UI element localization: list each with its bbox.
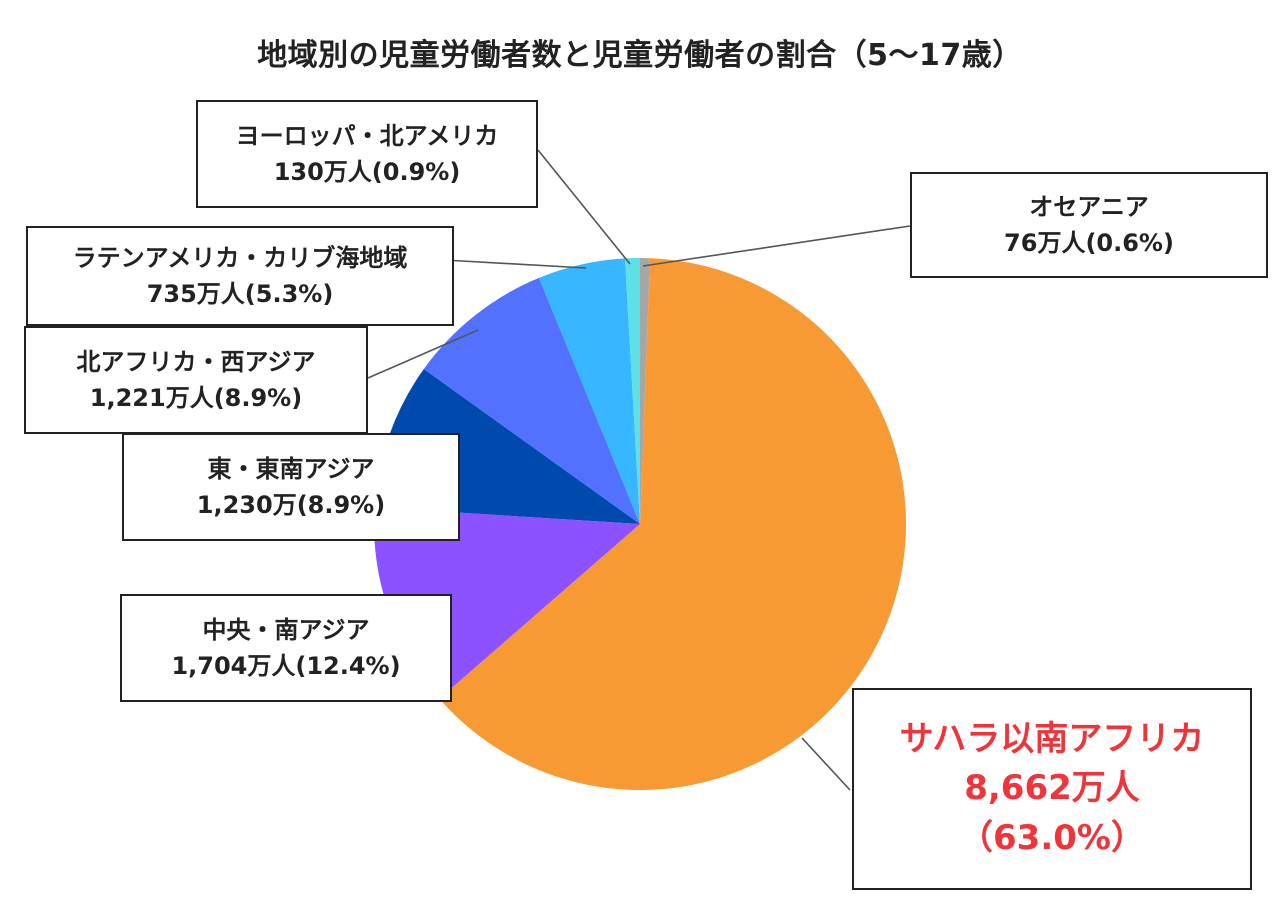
slice-label-name: オセアニア — [1029, 193, 1149, 221]
pie-slice-0 — [640, 258, 651, 524]
slice-label-value: 1,704万人(12.4%) — [171, 652, 401, 680]
slice-label-value: （63.0%） — [959, 817, 1145, 858]
slice-label-name: 北アフリカ・西アジア — [76, 348, 316, 376]
slice-label-value: 1,221万人(8.9%) — [89, 384, 303, 412]
pie-slice-4 — [423, 277, 640, 524]
slice-label-value: 76万人(0.6%) — [1004, 229, 1174, 257]
pie-slice-5 — [538, 258, 640, 524]
slice-label-5: ラテンアメリカ・カリブ海地域 735万人(5.3%) — [26, 226, 454, 326]
slice-label-4: 北アフリカ・西アジア 1,221万人(8.9%) — [24, 326, 368, 434]
leader-line-6 — [537, 149, 631, 265]
leader-line-4 — [367, 329, 479, 379]
slice-label-name: 東・東南アジア — [207, 455, 375, 483]
slice-label-name: ヨーロッパ・北アメリカ — [235, 122, 499, 150]
slice-label-value: 8,662万人 — [964, 768, 1140, 809]
chart-title: 地域別の児童労働者数と児童労働者の割合（5〜17歳） — [257, 38, 1023, 73]
slice-label-value: 130万人(0.9%) — [273, 158, 461, 186]
leader-line-0 — [642, 225, 911, 267]
leader-line-1 — [801, 737, 851, 791]
slice-label-3: 東・東南アジア 1,230万(8.9%) — [122, 433, 460, 541]
pie-slice-1 — [439, 258, 907, 791]
slice-label-value: 735万人(5.3%) — [146, 280, 334, 308]
slice-label-1: サハラ以南アフリカ 8,662万人 （63.0%） — [852, 688, 1252, 890]
slice-label-0: オセアニア 76万人(0.6%) — [910, 172, 1268, 278]
slice-label-name: サハラ以南アフリカ — [899, 719, 1205, 760]
pie-slice-6 — [624, 258, 640, 524]
slice-label-name: 中央・南アジア — [202, 616, 370, 644]
slice-label-name: ラテンアメリカ・カリブ海地域 — [72, 244, 408, 272]
slice-label-6: ヨーロッパ・北アメリカ 130万人(0.9%) — [196, 100, 538, 208]
slice-label-2: 中央・南アジア 1,704万人(12.4%) — [120, 594, 452, 702]
slice-label-value: 1,230万(8.9%) — [196, 491, 386, 519]
leader-line-5 — [443, 259, 587, 269]
